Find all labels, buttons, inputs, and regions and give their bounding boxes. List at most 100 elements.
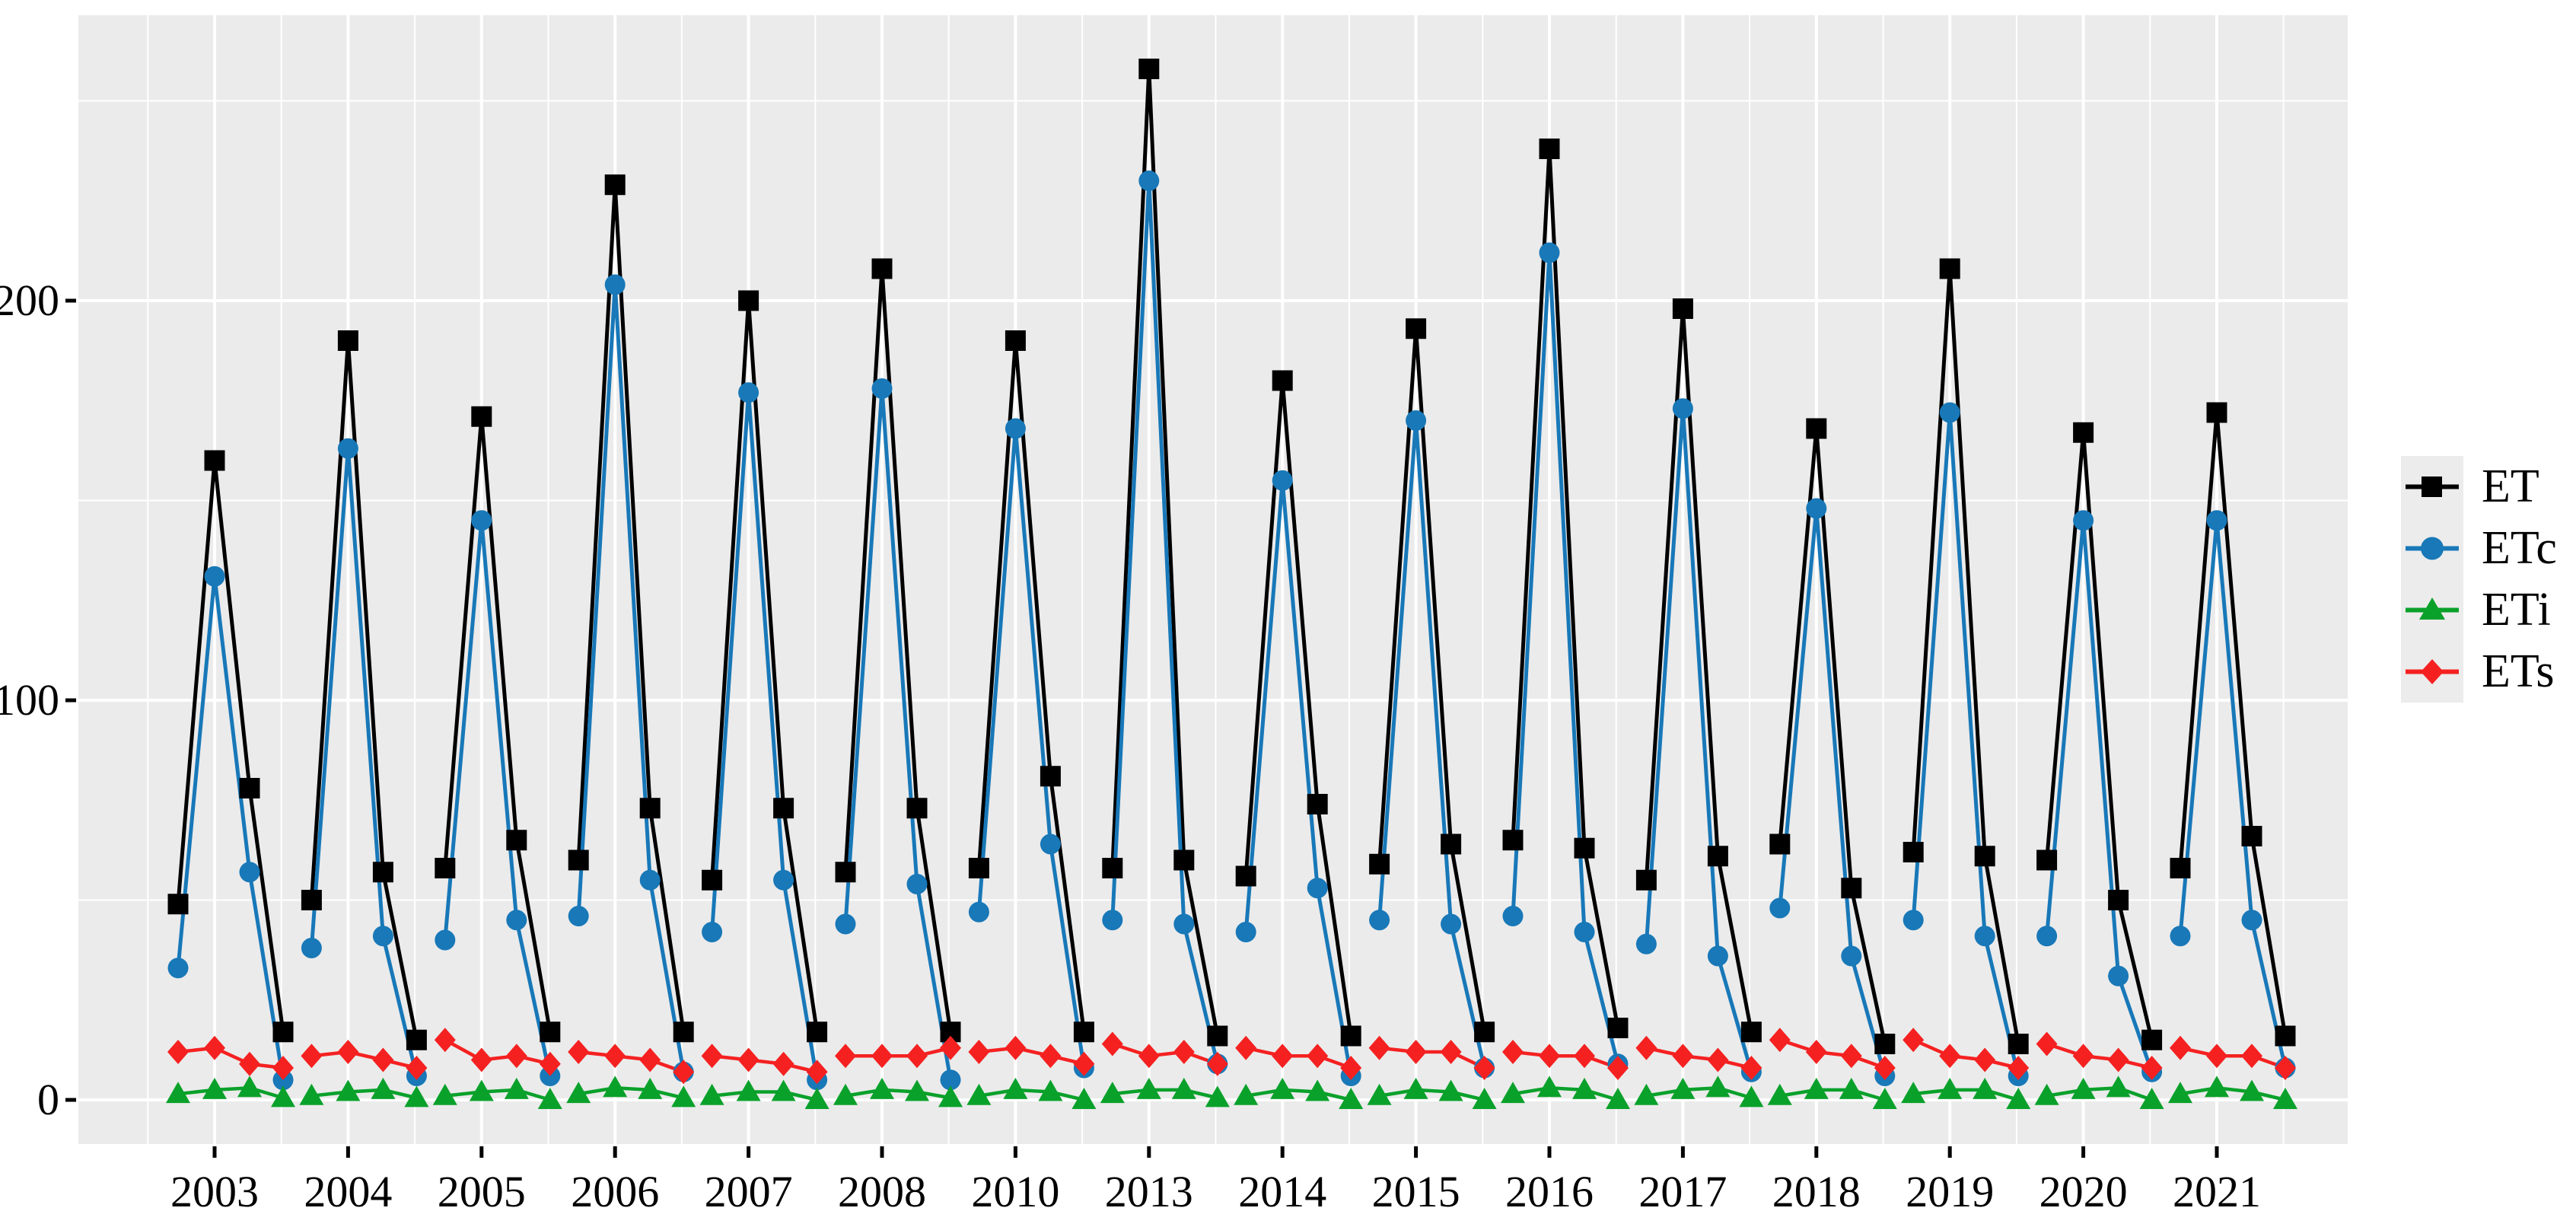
ets-line (311, 1050, 417, 1070)
ets-marker (1840, 1044, 1862, 1069)
eti-marker (1100, 1082, 1125, 1104)
eti-marker (771, 1079, 796, 1101)
et-line (1511, 148, 1620, 1028)
eti-marker (1339, 1088, 1364, 1109)
et-marker (871, 258, 893, 279)
eti-marker (1305, 1079, 1330, 1101)
eti-marker (1973, 1077, 1998, 1099)
x-axis-tick-label: 2010 (971, 1167, 1059, 1216)
ets-marker (1040, 1044, 1062, 1069)
eti-marker (1003, 1077, 1028, 1099)
et-marker (1307, 794, 1328, 814)
et-marker (1207, 1025, 1228, 1047)
etc-line (2178, 520, 2288, 1069)
eti-line (177, 1085, 284, 1100)
et-marker (2170, 858, 2191, 878)
et-marker (906, 798, 928, 819)
ets-marker (2036, 1031, 2058, 1056)
etc-marker (702, 922, 723, 942)
etc-marker (167, 958, 189, 979)
ets-marker (505, 1044, 527, 1069)
legend-label-et: ET (2482, 461, 2539, 512)
ets-marker (568, 1040, 590, 1064)
etc-circle-icon (2406, 537, 2459, 560)
eti-triangle-icon (2406, 598, 2459, 620)
ets-marker (272, 1056, 294, 1080)
etc-marker (773, 869, 794, 891)
ets-marker (604, 1044, 626, 1069)
ets-marker (673, 1060, 695, 1085)
eti-line (311, 1088, 417, 1100)
ets-marker (1805, 1040, 1827, 1064)
etc-marker (471, 510, 492, 531)
etc-marker (1369, 910, 1390, 931)
ets-marker (1707, 1047, 1729, 1072)
et-marker (337, 330, 358, 351)
legend-key-marker (2422, 476, 2442, 497)
ets-legend-key (2401, 641, 2463, 703)
ets-line (578, 1050, 684, 1074)
et-marker (2073, 422, 2094, 443)
et-legend-key (2401, 456, 2463, 518)
et-marker (807, 1021, 828, 1043)
et-marker (773, 798, 794, 819)
etc-marker (506, 910, 527, 931)
etc-line (710, 392, 820, 1081)
eti-marker (1670, 1077, 1696, 1099)
et-square-icon (2406, 476, 2459, 497)
etc-line (1644, 408, 1753, 1072)
et-line (1644, 308, 1753, 1033)
et-marker (738, 290, 759, 311)
eti-marker (1739, 1085, 1764, 1107)
etc-marker (1138, 171, 1160, 191)
etc-marker (1841, 945, 1862, 967)
ets-marker (639, 1047, 661, 1072)
etc-marker (1974, 926, 1995, 947)
ets-line (1245, 1046, 1352, 1070)
etc-line (1243, 480, 1353, 1076)
et-line (443, 416, 552, 1033)
eti-line (2180, 1085, 2286, 1102)
eti-marker (2071, 1077, 2096, 1099)
eti-marker (336, 1079, 361, 1101)
legend-key-marker (2421, 659, 2444, 684)
legend-keys-column: ET ETc ETi ETs (2401, 456, 2557, 703)
et-marker (406, 1029, 427, 1050)
eti-marker (1872, 1088, 1897, 1109)
et-line (2045, 432, 2154, 1041)
ets-marker (940, 1035, 961, 1060)
eti-marker (2106, 1076, 2131, 1098)
eti-marker (2034, 1083, 2059, 1105)
etc-marker (1005, 418, 1026, 439)
eti-marker (2205, 1076, 2229, 1098)
eti-marker (1572, 1077, 1597, 1099)
y-axis-tick-label: 100 (0, 675, 59, 725)
eti-marker (699, 1083, 724, 1105)
eti-marker (603, 1076, 628, 1098)
ets-marker (1974, 1047, 1996, 1072)
et-marker (2036, 849, 2058, 871)
et-marker (1073, 1021, 1094, 1043)
ets-marker (835, 1044, 856, 1069)
eti-line (845, 1088, 951, 1100)
et-marker (1272, 370, 1293, 391)
etc-marker (239, 862, 260, 883)
etc-marker (1707, 945, 1728, 967)
et-marker (1769, 833, 1791, 855)
ets-line (444, 1038, 551, 1066)
et-marker (1474, 1021, 1495, 1043)
legend-key-marker (2419, 598, 2445, 620)
legend-row-eti: ETi (2401, 579, 2557, 641)
eti-line (979, 1088, 1084, 1102)
etc-marker (1235, 922, 1256, 942)
eti-marker (966, 1083, 992, 1105)
etc-marker (1539, 242, 1560, 263)
ets-marker (2241, 1044, 2262, 1069)
ets-marker (239, 1051, 260, 1076)
eti-marker (1938, 1077, 1963, 1099)
eti-marker (2273, 1088, 2297, 1109)
ets-marker (301, 1044, 323, 1069)
et-marker (1138, 59, 1160, 79)
etc-marker (1307, 878, 1328, 899)
ets-marker (434, 1028, 456, 1053)
